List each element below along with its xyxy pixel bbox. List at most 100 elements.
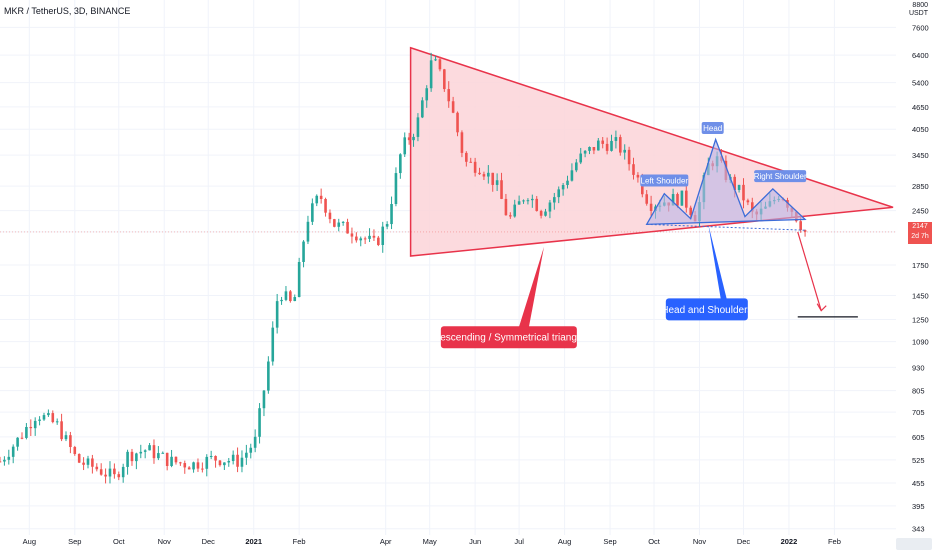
y-tick-label: 2850 [912,182,929,191]
candle [126,449,129,475]
candle-body [315,195,319,204]
candle-body [539,210,543,216]
candle-body [443,69,446,90]
candle-body [324,198,327,213]
candle [372,229,376,241]
candle [447,81,451,108]
candle [623,144,627,160]
x-tick-label: Jun [469,537,481,546]
candle [557,186,561,204]
candle [443,68,446,92]
candle [16,437,19,451]
candle [517,195,521,205]
candle [491,172,495,192]
left-shoulder-label-box [640,174,689,187]
candle-body [750,202,754,212]
y-tick-label: 930 [912,363,925,372]
candle [421,97,424,119]
candle [381,221,385,253]
last-price-value: 2147 [912,223,928,230]
candle-body [614,137,618,141]
candle [47,409,50,417]
candle-body [174,456,178,463]
tradingview-logo-icon[interactable] [896,538,932,550]
candle-body [553,197,556,203]
candle [803,229,807,237]
candle [25,423,28,440]
candle-body [267,361,270,391]
candle [262,389,266,417]
x-tick-label: Dec [202,537,216,546]
candle-body [363,238,367,240]
symbol-title[interactable]: MKR / TetherUS, 3D, BINANCE [4,6,131,16]
candle-body [161,452,165,454]
candle [29,419,33,437]
candle-body [245,452,248,458]
candle [509,212,512,219]
candle-body [469,161,473,163]
candle [394,167,398,207]
candle [570,163,574,182]
candle [113,463,116,479]
candle [597,137,600,151]
candle-body [671,194,675,206]
candle [434,55,437,62]
y-tick-label: 5400 [912,79,929,88]
triangle-label-box [440,326,577,349]
candle [297,257,301,298]
candle [645,190,649,206]
candle [0,456,2,463]
candle [531,194,534,208]
candle-body [306,221,310,242]
y-tick-label: 525 [912,456,925,465]
candle-body [478,172,481,175]
candle-body [11,446,15,457]
candle-body [447,89,451,102]
candle-body [491,172,495,185]
candle [601,136,605,149]
x-tick-label: Nov [158,537,172,546]
candle [73,445,77,456]
candle-body [258,408,261,437]
candle [328,209,332,224]
candle-body [284,291,288,300]
candle-body [262,390,266,409]
candle [69,431,72,454]
candle-body [25,426,28,438]
candle [592,146,596,155]
candle [737,184,741,193]
candle [627,146,631,171]
candle-body [51,413,55,423]
candle-body [355,236,358,241]
candle [456,111,459,137]
candle-body [399,154,402,174]
x-tick-label: Feb [828,537,841,546]
candle-body [531,198,534,201]
candle [77,453,81,464]
candle [253,429,257,453]
hs-label-box [665,298,748,321]
candle-body [126,451,129,467]
candle [183,460,187,474]
candle-body [570,170,574,181]
triangle-label-pointer [518,246,545,328]
candle-body [605,143,609,151]
candle-body [179,462,182,464]
candle [231,450,235,465]
candle-body [104,474,107,477]
candle-body [509,215,512,217]
candle-body [579,153,583,163]
candle [337,218,341,232]
candle [271,321,275,366]
candle-body [333,219,336,227]
y-tick-label: 343 [912,525,925,534]
candle-body [403,137,407,155]
candle [412,133,415,147]
candle [249,443,253,459]
candle [438,56,442,72]
hs-label-text: Head and Shoulders [661,305,752,316]
candle [86,455,90,469]
candle [526,198,530,205]
